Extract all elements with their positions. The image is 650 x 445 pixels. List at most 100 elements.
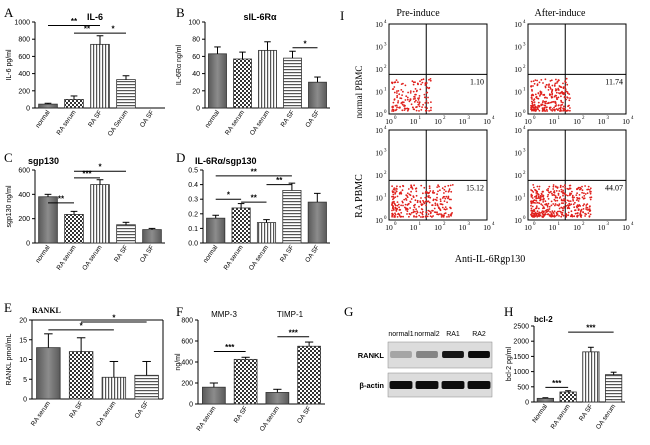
flow-event-dot xyxy=(534,93,537,96)
flow-event-dot xyxy=(542,94,544,96)
flow-event-dot xyxy=(548,106,551,109)
flow-event-dot xyxy=(540,91,543,93)
flow-event-dot xyxy=(553,214,556,217)
flow-event-dot xyxy=(586,192,589,195)
flow-y-tick-exponent: 0 xyxy=(523,110,526,115)
flow-event-dot xyxy=(532,85,534,87)
flow-event-dot xyxy=(545,209,547,212)
flow-event-dot xyxy=(531,108,534,111)
flow-event-dot xyxy=(404,84,407,87)
flow-event-dot xyxy=(424,216,427,218)
flow-x-tick-exponent: 3 xyxy=(468,222,471,227)
blot-lane-label: normal2 xyxy=(414,331,439,338)
flow-event-dot xyxy=(408,213,411,215)
flow-event-dot xyxy=(560,188,563,191)
flow-event-dot xyxy=(419,211,422,214)
flow-y-tick-label: 10 xyxy=(375,194,383,203)
flow-event-dot xyxy=(392,193,395,196)
flow-event-dot xyxy=(546,195,549,198)
flow-event-dot xyxy=(562,101,564,104)
flow-event-dot xyxy=(397,203,400,206)
flow-event-dot xyxy=(571,194,574,197)
flow-event-dot xyxy=(557,87,560,90)
x-category-label-h: OA serum xyxy=(595,403,617,431)
bar-b xyxy=(258,49,277,109)
flow-event-dot xyxy=(534,107,536,110)
flow-event-dot xyxy=(428,195,430,197)
flow-event-dot xyxy=(531,209,533,212)
flow-event-dot xyxy=(563,105,565,108)
significance-label-e: * xyxy=(112,313,116,322)
flow-plot-frame xyxy=(388,23,488,115)
flow-event-dot xyxy=(441,187,444,190)
flow-event-dot xyxy=(394,196,397,199)
bar-h xyxy=(582,351,600,403)
y-tick-label-a: 1000 xyxy=(14,20,30,27)
y-tick-label-f: 200 xyxy=(181,381,193,388)
y-tick-label-e: 15 xyxy=(19,337,27,344)
flow-event-dot xyxy=(419,88,422,91)
flow-event-dot xyxy=(584,215,586,217)
flow-event-dot xyxy=(536,210,539,213)
significance-label-d: ** xyxy=(251,194,258,203)
flow-event-dot xyxy=(587,212,590,215)
flow-event-dot xyxy=(542,211,545,213)
y-tick-label-f: 400 xyxy=(181,360,193,367)
flow-event-dot xyxy=(565,90,568,93)
flow-event-dot xyxy=(415,208,417,211)
flow-event-dot xyxy=(559,196,562,198)
flow-event-dot xyxy=(538,81,541,84)
flow-event-dot xyxy=(563,198,565,200)
flow-event-dot xyxy=(558,190,561,192)
flow-y-tick-exponent: 1 xyxy=(523,194,526,199)
flow-event-dot xyxy=(431,204,434,207)
flow-x-tick-exponent: 1 xyxy=(419,222,422,227)
flow-event-dot xyxy=(531,104,534,107)
flow-event-dot xyxy=(422,210,424,213)
flow-event-dot xyxy=(533,213,536,216)
flow-y-tick-label: 10 xyxy=(514,20,522,29)
flow-event-dot xyxy=(425,82,428,84)
flow-x-tick-label: 10 xyxy=(598,117,606,126)
flow-y-tick-label: 10 xyxy=(514,149,522,158)
flow-event-dot xyxy=(546,189,548,191)
significance-label-c: *** xyxy=(82,169,92,178)
flow-event-dot xyxy=(405,208,407,211)
flow-x-tick-label: 10 xyxy=(459,223,467,232)
flow-event-dot xyxy=(560,190,563,193)
flow-event-dot xyxy=(568,200,570,203)
flow-event-dot xyxy=(575,199,578,202)
bar-c xyxy=(116,224,136,244)
flow-event-dot xyxy=(400,211,403,214)
flow-event-dot xyxy=(565,205,568,207)
flow-event-dot xyxy=(418,103,421,105)
flow-event-dot xyxy=(556,210,559,213)
flow-event-dot xyxy=(546,97,548,99)
flow-event-dot xyxy=(396,201,399,204)
flow-event-dot xyxy=(545,83,548,86)
flow-event-dot xyxy=(545,108,548,111)
flow-event-dot xyxy=(589,192,592,195)
flow-event-dot xyxy=(408,215,410,218)
flow-event-dot xyxy=(444,197,447,200)
flow-event-dot xyxy=(584,212,586,215)
flow-event-dot xyxy=(424,84,427,86)
x-category-label-h: RA serum xyxy=(550,403,572,430)
y-tick-label-h: 2000 xyxy=(513,339,529,346)
flow-y-tick-exponent: 4 xyxy=(523,20,526,25)
bar-a xyxy=(38,103,58,109)
flow-event-dot xyxy=(568,202,571,205)
blot-band-actin xyxy=(441,381,465,389)
flow-event-dot xyxy=(412,83,415,86)
flow-event-dot xyxy=(397,90,400,92)
flow-event-dot xyxy=(573,196,575,199)
flow-event-dot xyxy=(581,185,583,188)
flow-event-dot xyxy=(583,197,586,200)
series-label-timp1: TIMP-1 xyxy=(277,310,304,319)
flow-event-dot xyxy=(449,206,451,209)
flow-event-dot xyxy=(562,86,565,89)
flow-x-tick-exponent: 3 xyxy=(607,116,610,121)
flow-y-tick-exponent: 2 xyxy=(384,171,387,176)
flow-event-dot xyxy=(421,213,424,216)
flow-event-dot xyxy=(409,201,412,204)
